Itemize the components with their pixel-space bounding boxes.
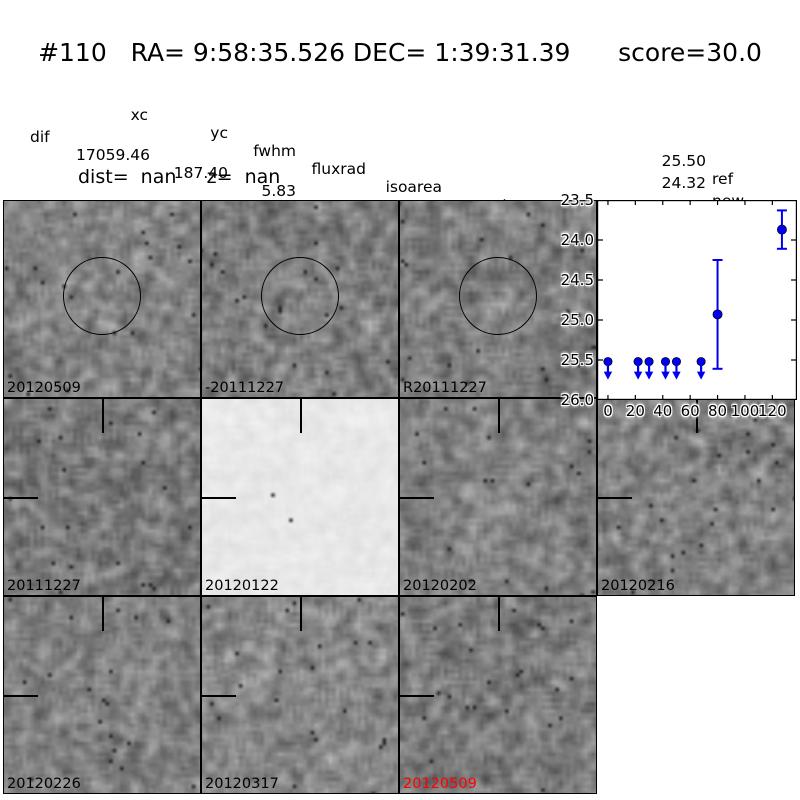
crosshair-vertical-tick	[300, 399, 302, 433]
stamp-date-label: 20120202	[403, 578, 477, 594]
x-axis-tick-label: 80	[708, 402, 728, 420]
upper-limit-point	[603, 357, 613, 380]
arrow-head	[644, 371, 654, 380]
stamp-date-label: 20120509	[403, 776, 477, 792]
upper-limit-point	[633, 357, 643, 380]
stamp-date-label: 20120226	[7, 776, 81, 792]
value-ref-mag: 25.50	[661, 152, 706, 170]
stamp-20120509[interactable]: 20120509	[3, 200, 201, 398]
x-axis-tick-label: 120	[758, 402, 787, 420]
x-axis-tick-label: 100	[730, 402, 760, 420]
arrow-head	[603, 371, 613, 380]
upper-limit-point	[660, 357, 670, 380]
column-header-isoarea: isoarea	[385, 178, 442, 196]
crosshair-horizontal-tick	[4, 497, 38, 499]
x-axis-tick-label: 20	[625, 402, 645, 420]
crosshair-vertical-tick	[102, 597, 104, 631]
ref-mag-row: 25.50 ref	[0, 134, 800, 188]
x-axis-tick-label: 60	[680, 402, 700, 420]
crosshair-vertical-tick	[300, 597, 302, 631]
value-yc: 187.40	[173, 164, 228, 182]
source-circle-marker	[63, 257, 141, 335]
upper-limit-point	[671, 357, 681, 380]
crosshair-horizontal-tick	[4, 695, 38, 697]
column-header-yc: yc	[210, 124, 228, 142]
stamp-20120317[interactable]: 20120317	[201, 596, 399, 794]
stamp-20111227[interactable]: 20111227	[3, 398, 201, 596]
arrow-head	[672, 371, 681, 380]
upper-limit-point	[644, 357, 654, 380]
y-axis-tick-label: 25.0	[560, 311, 594, 329]
y-axis-tick-label: 26.0	[560, 391, 594, 409]
crosshair-vertical-tick	[102, 399, 104, 433]
column-header-fwhm: fwhm	[253, 142, 296, 160]
label-ref: ref	[712, 170, 734, 188]
source-circle-marker	[459, 257, 537, 335]
stamp-date-label: 20111227	[7, 578, 81, 594]
upper-limit-point	[696, 357, 706, 380]
header-block: #110 RA= 9:58:35.526 DEC= 1:39:31.39 sco…	[0, 0, 800, 308]
crosshair-vertical-tick	[498, 597, 500, 631]
crosshair-vertical-tick	[696, 399, 698, 433]
data-marker	[712, 309, 723, 320]
row-label-dif: dif	[30, 128, 50, 146]
stamp-20111227[interactable]: -20111227	[201, 200, 399, 398]
value-xc: 17059.46	[76, 146, 150, 164]
page-title: #110 RA= 9:58:35.526 DEC= 1:39:31.39 sco…	[38, 38, 762, 67]
data-marker	[776, 224, 787, 235]
parameter-value-row: dif 17059.46 187.40 5.83 1.92 9.00 23.54…	[0, 110, 800, 308]
value-new-mag: 24.32	[661, 174, 706, 192]
crosshair-horizontal-tick	[202, 695, 236, 697]
arrow-head	[696, 371, 706, 380]
x-axis-tick-label: 40	[653, 402, 673, 420]
detection-point	[712, 259, 723, 370]
stamp-grid: 20120509 -20111227 R20111227 20111227 201201…	[3, 200, 797, 798]
crosshair-horizontal-tick	[202, 497, 236, 499]
stamp-date-label: 20120216	[601, 578, 675, 594]
crosshair-vertical-tick	[498, 399, 500, 433]
y-axis-tick-label: 24.5	[560, 271, 594, 289]
parameter-header-row: xc yc fwhm fluxrad isoarea mag auto aper…	[0, 88, 800, 268]
stamp-20120509[interactable]: 20120509	[399, 596, 597, 794]
plot-frame	[597, 200, 797, 400]
crosshair-horizontal-tick	[598, 497, 632, 499]
column-header-xc: xc	[130, 106, 148, 124]
arrow-head	[633, 371, 643, 380]
stamp-date-label: R20111227	[403, 380, 487, 396]
detection-point	[776, 209, 787, 250]
light-curve-axes	[597, 200, 797, 400]
distance-redshift-line: dist= nan z= nan	[78, 166, 281, 188]
stamp-date-label: 20120509	[7, 380, 81, 396]
value-fwhm: 5.83	[261, 182, 296, 200]
y-axis-tick-label: 25.5	[560, 351, 594, 369]
stamp-20120216[interactable]: 20120216	[597, 398, 795, 596]
y-axis-tick-label: 24.0	[560, 231, 594, 249]
x-axis-tick-label: 0	[603, 402, 613, 420]
stamp-20120226[interactable]: 20120226	[3, 596, 201, 794]
column-header-fluxrad: fluxrad	[311, 160, 366, 178]
y-axis-tick-label: 23.5	[560, 191, 594, 209]
crosshair-horizontal-tick	[400, 695, 434, 697]
stamp-20120202[interactable]: 20120202	[399, 398, 597, 596]
stamp-date-label: 20120317	[205, 776, 279, 792]
light-curve-plot: 0 20 40 60 80 100 120 23.5 24.0 24.5 25.0 25.5 26.0	[561, 191, 797, 420]
crosshair-horizontal-tick	[400, 497, 434, 499]
stamp-R20111227[interactable]: R20111227	[399, 200, 597, 398]
stamp-20120122[interactable]: 20120122	[201, 398, 399, 596]
stamp-date-label: 20120122	[205, 578, 279, 594]
source-circle-marker	[261, 257, 339, 335]
stamp-date-label: -20111227	[205, 380, 285, 396]
arrow-head	[661, 371, 670, 380]
